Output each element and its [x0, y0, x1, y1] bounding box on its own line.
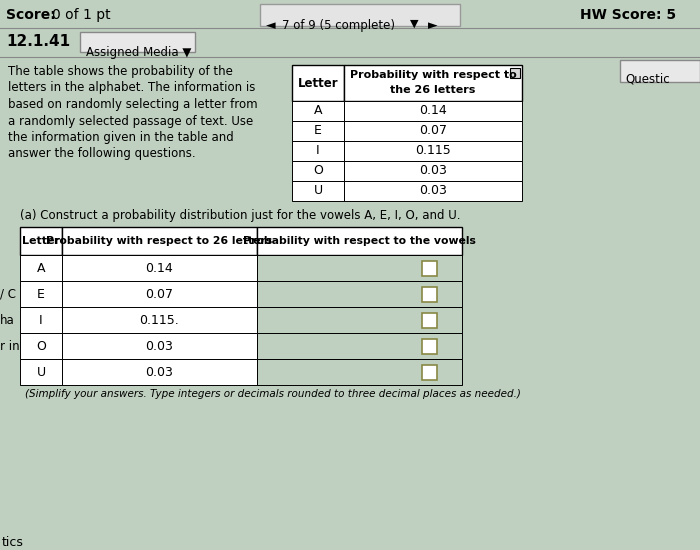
Text: 7 of 9 (5 complete): 7 of 9 (5 complete)	[282, 19, 395, 32]
Text: 0.07: 0.07	[146, 288, 174, 300]
Text: 0.115: 0.115	[415, 145, 451, 157]
Text: the 26 letters: the 26 letters	[391, 85, 476, 95]
Text: Letter: Letter	[22, 236, 60, 246]
Text: 12.1.41: 12.1.41	[6, 34, 70, 49]
Bar	[257, 281, 462, 307]
Text: O: O	[36, 339, 46, 353]
Text: the information given in the table and: the information given in the table and	[8, 131, 234, 144]
Bar	[257, 307, 462, 333]
Text: Probability with respect to the vowels: Probability with respect to the vowels	[243, 236, 476, 246]
Bar	[62, 227, 257, 255]
Bar	[62, 359, 257, 385]
Text: r in: r in	[0, 339, 20, 353]
Text: 0.115.: 0.115.	[139, 314, 179, 327]
Bar	[62, 333, 257, 359]
Bar	[62, 255, 257, 281]
Text: Letter: Letter	[298, 77, 338, 90]
Bar	[422, 365, 437, 380]
Bar	[257, 227, 462, 255]
Text: (a) Construct a probability distribution just for the vowels A, E, I, O, and U.: (a) Construct a probability distribution…	[20, 209, 461, 222]
Text: O: O	[313, 164, 323, 178]
Text: E: E	[314, 124, 322, 138]
Text: 0.14: 0.14	[419, 104, 447, 118]
Bar	[510, 68, 520, 78]
Text: A: A	[36, 261, 46, 274]
Text: 0.03: 0.03	[419, 164, 447, 178]
Text: 0.03: 0.03	[419, 184, 447, 197]
Text: 0 of 1 pt: 0 of 1 pt	[52, 8, 111, 22]
Bar	[20, 255, 62, 281]
Bar	[292, 101, 344, 121]
Bar	[344, 101, 522, 121]
Bar	[257, 333, 462, 359]
Bar	[292, 141, 344, 161]
Bar	[62, 281, 257, 307]
Bar	[62, 307, 257, 333]
Text: A: A	[314, 104, 322, 118]
Bar	[292, 181, 344, 201]
Text: ◄: ◄	[266, 19, 276, 32]
Text: 0.14: 0.14	[146, 261, 174, 274]
Bar	[80, 32, 195, 52]
Text: letters in the alphabet. The information is: letters in the alphabet. The information…	[8, 81, 255, 95]
Text: I: I	[316, 145, 320, 157]
Bar	[422, 312, 437, 327]
Bar	[20, 333, 62, 359]
Bar	[344, 161, 522, 181]
Bar	[620, 60, 700, 82]
Text: Score:: Score:	[6, 8, 56, 22]
Text: ▼: ▼	[410, 19, 419, 29]
Bar	[422, 287, 437, 301]
Text: a randomly selected passage of text. Use: a randomly selected passage of text. Use	[8, 114, 253, 128]
Text: based on randomly selecting a letter from: based on randomly selecting a letter fro…	[8, 98, 258, 111]
Bar	[292, 65, 344, 101]
Text: U: U	[36, 366, 46, 378]
Text: U: U	[314, 184, 323, 197]
Text: / C: / C	[0, 288, 16, 300]
Text: 0.03: 0.03	[146, 366, 174, 378]
Bar	[260, 4, 460, 26]
Text: 0.03: 0.03	[146, 339, 174, 353]
Text: HW Score: 5: HW Score: 5	[580, 8, 676, 22]
Bar	[344, 181, 522, 201]
Text: ►: ►	[428, 19, 438, 32]
Bar	[20, 281, 62, 307]
Bar	[257, 255, 462, 281]
Bar	[20, 359, 62, 385]
Bar	[344, 121, 522, 141]
Text: I: I	[39, 314, 43, 327]
Text: Probability with respect to 26 letters: Probability with respect to 26 letters	[46, 236, 272, 246]
Text: tics: tics	[2, 536, 24, 549]
Text: The table shows the probability of the: The table shows the probability of the	[8, 65, 233, 78]
Bar	[20, 227, 62, 255]
Bar	[257, 359, 462, 385]
Text: ha: ha	[0, 314, 15, 327]
Bar	[292, 121, 344, 141]
Bar	[20, 307, 62, 333]
Text: (Simplify your answers. Type integers or decimals rounded to three decimal place: (Simplify your answers. Type integers or…	[25, 389, 521, 399]
Bar	[292, 161, 344, 181]
Text: Assigned Media ▼: Assigned Media ▼	[86, 46, 191, 59]
Bar	[344, 141, 522, 161]
Text: E: E	[37, 288, 45, 300]
Bar	[344, 65, 522, 101]
Text: 0.07: 0.07	[419, 124, 447, 138]
Text: answer the following questions.: answer the following questions.	[8, 147, 195, 161]
Bar	[422, 261, 437, 276]
Text: Probability with respect to: Probability with respect to	[349, 70, 517, 80]
Text: Questic: Questic	[625, 73, 670, 86]
Bar	[422, 338, 437, 354]
